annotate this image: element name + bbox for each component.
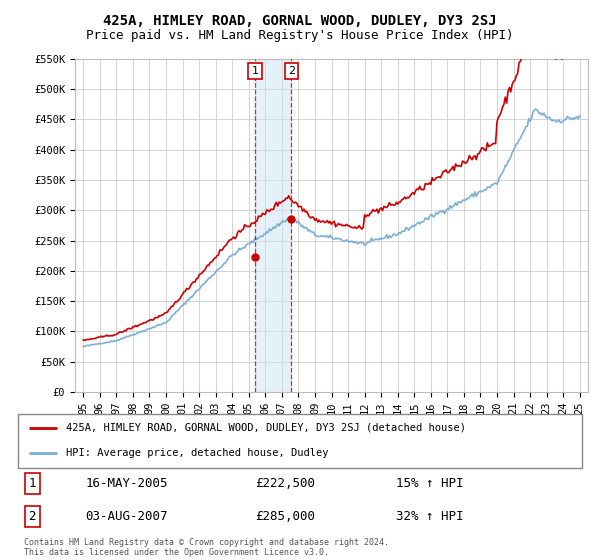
Text: HPI: Average price, detached house, Dudley: HPI: Average price, detached house, Dudl…	[66, 448, 328, 458]
Text: Contains HM Land Registry data © Crown copyright and database right 2024.
This d: Contains HM Land Registry data © Crown c…	[24, 538, 389, 557]
Text: 1: 1	[28, 477, 36, 490]
Text: 2: 2	[28, 510, 36, 523]
Text: Price paid vs. HM Land Registry's House Price Index (HPI): Price paid vs. HM Land Registry's House …	[86, 29, 514, 42]
Text: 15% ↑ HPI: 15% ↑ HPI	[396, 477, 463, 490]
Text: 425A, HIMLEY ROAD, GORNAL WOOD, DUDLEY, DY3 2SJ: 425A, HIMLEY ROAD, GORNAL WOOD, DUDLEY, …	[103, 14, 497, 28]
Text: £285,000: £285,000	[255, 510, 315, 523]
Text: 425A, HIMLEY ROAD, GORNAL WOOD, DUDLEY, DY3 2SJ (detached house): 425A, HIMLEY ROAD, GORNAL WOOD, DUDLEY, …	[66, 423, 466, 433]
Text: 32% ↑ HPI: 32% ↑ HPI	[396, 510, 463, 523]
Text: £222,500: £222,500	[255, 477, 315, 490]
Text: 1: 1	[251, 66, 259, 76]
Text: 03-AUG-2007: 03-AUG-2007	[86, 510, 168, 523]
Text: 16-MAY-2005: 16-MAY-2005	[86, 477, 168, 490]
Text: 2: 2	[288, 66, 295, 76]
FancyBboxPatch shape	[18, 414, 582, 468]
Bar	[255, 59, 292, 392]
